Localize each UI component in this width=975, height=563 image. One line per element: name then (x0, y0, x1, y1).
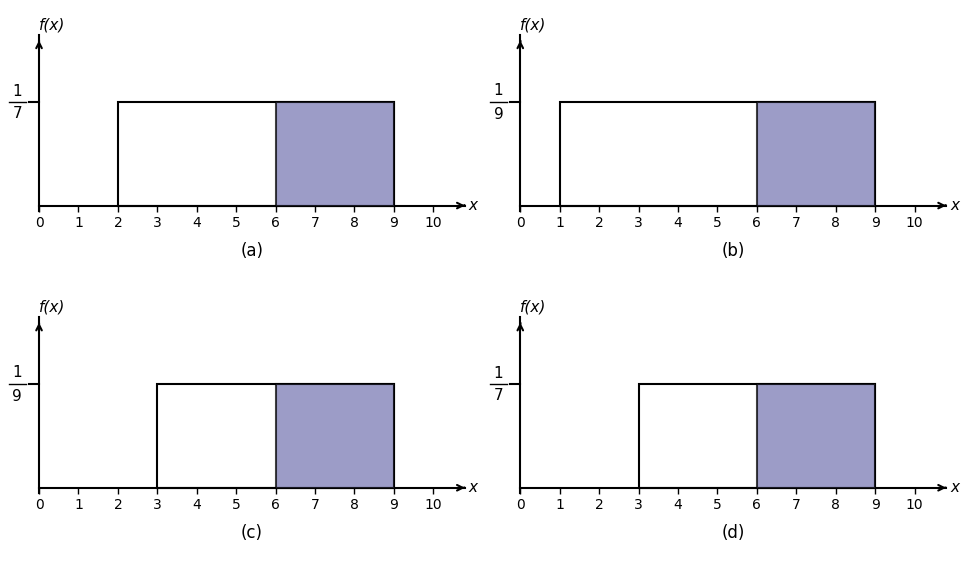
Bar (118, 102, 394, 205)
Bar (276, 102, 394, 205)
Text: 7: 7 (493, 388, 503, 403)
Text: 1: 1 (13, 84, 22, 99)
Text: x: x (469, 198, 478, 213)
Text: 1: 1 (493, 83, 503, 97)
Text: f(x): f(x) (521, 300, 547, 314)
Text: 1: 1 (13, 365, 22, 380)
Text: x: x (950, 480, 959, 495)
Text: f(x): f(x) (39, 300, 65, 314)
Text: x: x (469, 480, 478, 495)
Bar (757, 385, 876, 488)
Text: 1: 1 (493, 366, 503, 381)
Text: x: x (950, 198, 959, 213)
Bar (560, 102, 876, 205)
Text: 7: 7 (13, 106, 22, 121)
Bar (757, 102, 876, 205)
Text: (a): (a) (241, 242, 263, 260)
Text: (c): (c) (241, 525, 263, 543)
Text: (d): (d) (722, 525, 745, 543)
Bar (639, 385, 876, 488)
Bar (276, 385, 394, 488)
Text: (b): (b) (722, 242, 745, 260)
Text: 9: 9 (13, 389, 22, 404)
Text: 9: 9 (493, 107, 503, 122)
Text: f(x): f(x) (521, 17, 547, 32)
Bar (157, 385, 394, 488)
Text: f(x): f(x) (39, 17, 65, 32)
